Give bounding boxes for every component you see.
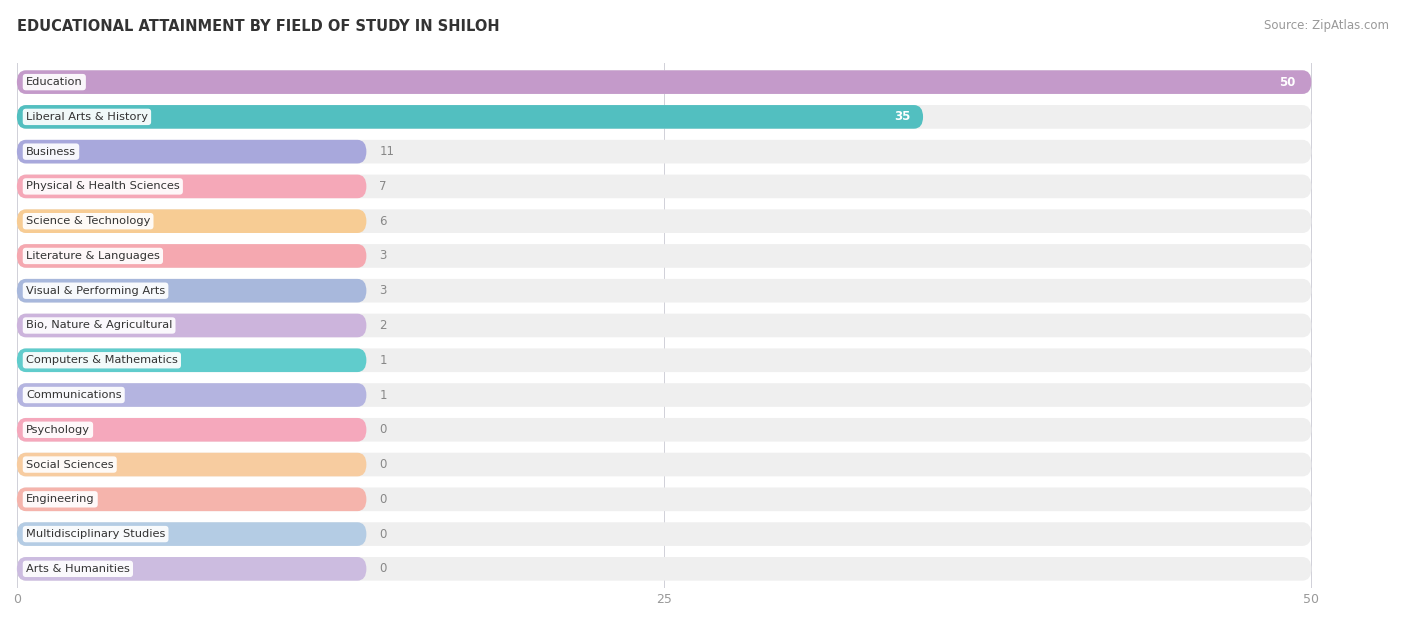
Text: 11: 11: [380, 145, 394, 158]
Text: Social Sciences: Social Sciences: [25, 459, 114, 470]
Text: Education: Education: [25, 77, 83, 87]
Text: 0: 0: [380, 493, 387, 506]
FancyBboxPatch shape: [17, 70, 1312, 94]
FancyBboxPatch shape: [17, 209, 1312, 233]
FancyBboxPatch shape: [17, 313, 367, 337]
FancyBboxPatch shape: [17, 348, 367, 372]
FancyBboxPatch shape: [17, 140, 367, 164]
FancyBboxPatch shape: [17, 105, 1312, 129]
FancyBboxPatch shape: [17, 522, 367, 546]
FancyBboxPatch shape: [17, 557, 1312, 581]
Text: 0: 0: [380, 562, 387, 575]
FancyBboxPatch shape: [17, 418, 367, 442]
FancyBboxPatch shape: [17, 418, 1312, 442]
Text: 6: 6: [380, 215, 387, 228]
FancyBboxPatch shape: [17, 487, 367, 511]
Text: Communications: Communications: [25, 390, 121, 400]
FancyBboxPatch shape: [17, 244, 1312, 268]
Text: 0: 0: [380, 528, 387, 540]
FancyBboxPatch shape: [17, 279, 1312, 303]
Text: 1: 1: [380, 354, 387, 367]
FancyBboxPatch shape: [17, 522, 1312, 546]
Text: Arts & Humanities: Arts & Humanities: [25, 564, 129, 574]
Text: 50: 50: [1279, 76, 1296, 88]
Text: Physical & Health Sciences: Physical & Health Sciences: [25, 181, 180, 191]
Text: EDUCATIONAL ATTAINMENT BY FIELD OF STUDY IN SHILOH: EDUCATIONAL ATTAINMENT BY FIELD OF STUDY…: [17, 19, 499, 34]
Text: 1: 1: [380, 389, 387, 401]
FancyBboxPatch shape: [17, 105, 924, 129]
Text: Engineering: Engineering: [25, 494, 94, 504]
Text: Liberal Arts & History: Liberal Arts & History: [25, 112, 148, 122]
FancyBboxPatch shape: [17, 453, 367, 477]
Text: 7: 7: [380, 180, 387, 193]
FancyBboxPatch shape: [17, 453, 1312, 477]
FancyBboxPatch shape: [17, 487, 1312, 511]
FancyBboxPatch shape: [17, 313, 1312, 337]
FancyBboxPatch shape: [17, 174, 367, 198]
FancyBboxPatch shape: [17, 383, 1312, 407]
FancyBboxPatch shape: [17, 140, 1312, 164]
Text: Science & Technology: Science & Technology: [25, 216, 150, 226]
Text: Computers & Mathematics: Computers & Mathematics: [25, 355, 177, 365]
FancyBboxPatch shape: [17, 383, 367, 407]
Text: Literature & Languages: Literature & Languages: [25, 251, 160, 261]
FancyBboxPatch shape: [17, 209, 367, 233]
Text: 3: 3: [380, 284, 387, 297]
Text: Business: Business: [25, 147, 76, 157]
Text: 0: 0: [380, 423, 387, 436]
Text: Psychology: Psychology: [25, 425, 90, 435]
Text: Source: ZipAtlas.com: Source: ZipAtlas.com: [1264, 19, 1389, 32]
Text: 35: 35: [894, 111, 910, 123]
Text: Bio, Nature & Agricultural: Bio, Nature & Agricultural: [25, 320, 173, 331]
FancyBboxPatch shape: [17, 348, 1312, 372]
FancyBboxPatch shape: [17, 557, 367, 581]
Text: 0: 0: [380, 458, 387, 471]
Text: Visual & Performing Arts: Visual & Performing Arts: [25, 286, 165, 296]
FancyBboxPatch shape: [17, 174, 1312, 198]
Text: 3: 3: [380, 250, 387, 262]
FancyBboxPatch shape: [17, 244, 367, 268]
FancyBboxPatch shape: [17, 70, 1312, 94]
Text: Multidisciplinary Studies: Multidisciplinary Studies: [25, 529, 166, 539]
Text: 2: 2: [380, 319, 387, 332]
FancyBboxPatch shape: [17, 279, 367, 303]
